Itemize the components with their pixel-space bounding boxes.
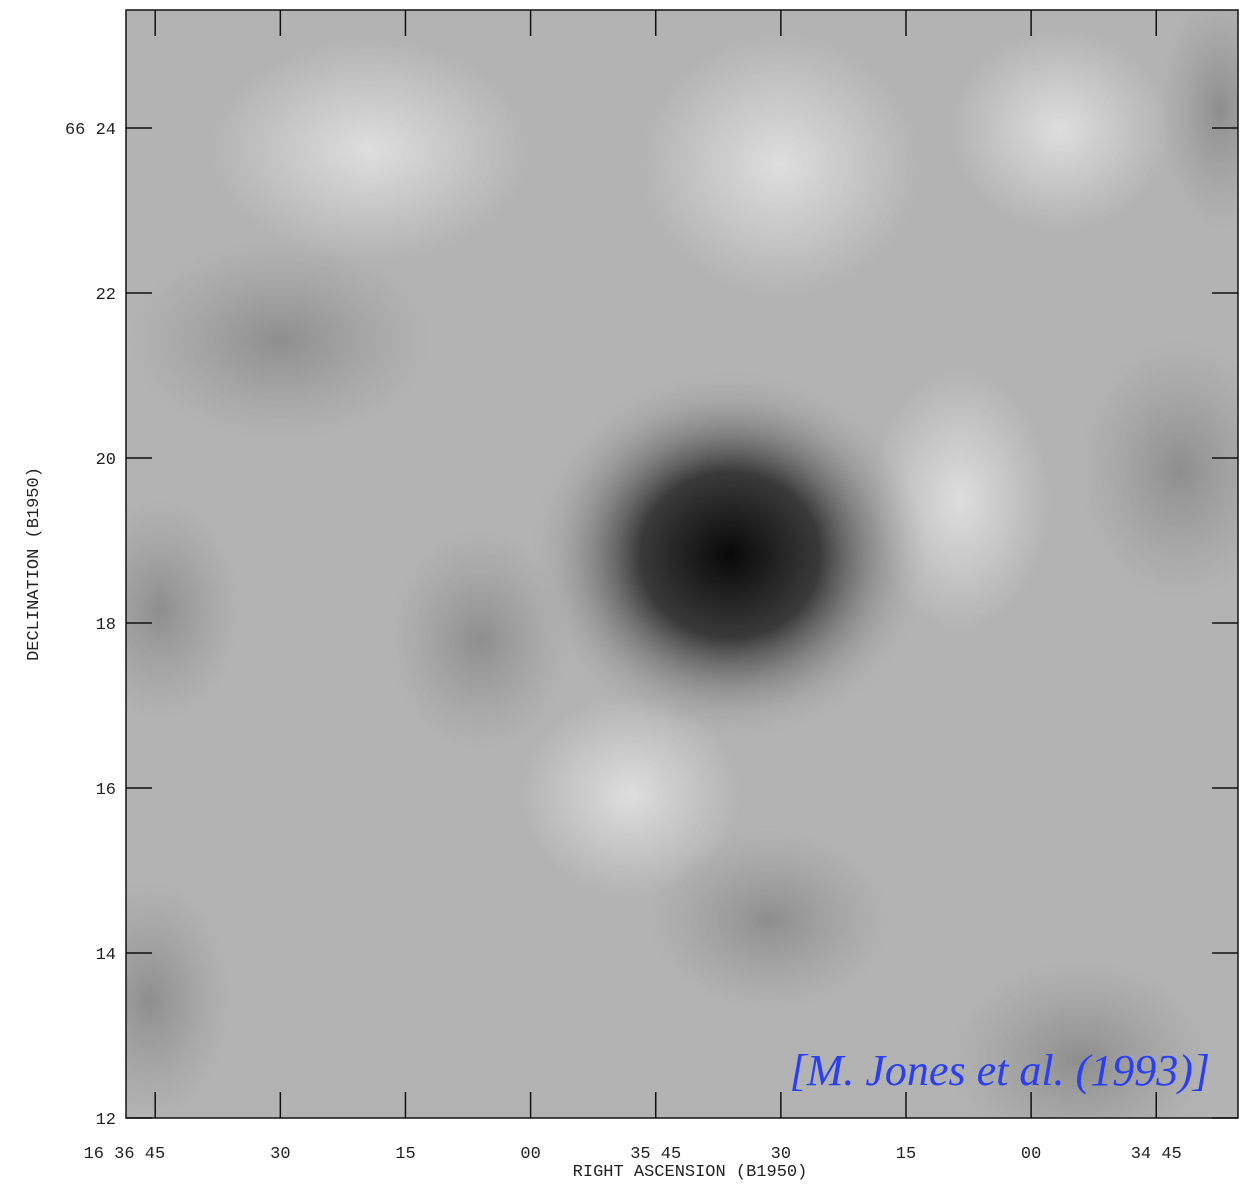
x-tick-label: 30 xyxy=(270,1145,290,1164)
y-tick-label: 14 xyxy=(96,946,116,965)
x-tick-label: 15 xyxy=(395,1145,415,1164)
x-tick-label: 16 36 45 xyxy=(84,1145,166,1164)
y-tick-label: 18 xyxy=(96,616,116,635)
x-tick-label: 34 45 xyxy=(1131,1145,1182,1164)
y-tick-label: 66 24 xyxy=(65,121,116,140)
x-tick-label: 30 xyxy=(771,1145,791,1164)
annotation: [M. Jones et al. (1993)] xyxy=(790,1046,1210,1095)
y-tick-label: 22 xyxy=(96,286,116,305)
y-tick-label: 20 xyxy=(96,451,116,470)
x-tick-label: 35 45 xyxy=(630,1145,681,1164)
x-tick-label: 00 xyxy=(1021,1145,1041,1164)
x-tick-label: 00 xyxy=(520,1145,540,1164)
y-tick-label: 12 xyxy=(96,1111,116,1130)
plot-frame xyxy=(125,9,1239,1119)
sky-image xyxy=(126,10,1238,1118)
y-axis-label: DECLINATION (B1950) xyxy=(25,467,44,661)
y-tick-label: 16 xyxy=(96,781,116,800)
x-axis-label: RIGHT ASCENSION (B1950) xyxy=(573,1163,808,1182)
x-tick-label: 15 xyxy=(896,1145,916,1164)
